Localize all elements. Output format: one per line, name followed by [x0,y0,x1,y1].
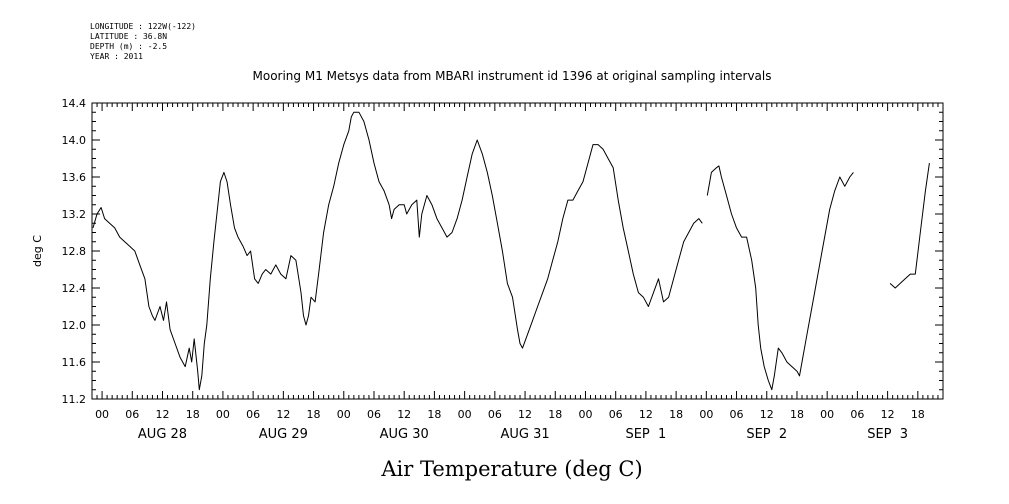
x-axis-title: Air Temperature (deg C) [380,457,642,481]
y-axis-label: deg C [31,235,44,267]
y-tick-label: 13.2 [62,208,87,221]
x-tick-label: 00 [216,408,230,421]
x-day-label: SEP 3 [867,427,908,442]
x-tick-label: 12 [155,408,169,421]
meta-line-year: YEAR : 2011 [90,52,143,61]
y-tick-label: 11.2 [62,393,87,406]
x-tick-label: 18 [186,408,200,421]
x-tick-label: 00 [337,408,351,421]
y-tick-label: 13.6 [62,171,87,184]
x-day-label: AUG 30 [380,427,429,442]
y-tick-label: 12.0 [62,319,87,332]
x-tick-label: 06 [609,408,623,421]
x-tick-label: 12 [760,408,774,421]
x-tick-label: 18 [911,408,925,421]
x-day-label: AUG 31 [500,427,549,442]
x-tick-label: 00 [578,408,592,421]
x-day-label: AUG 29 [259,427,308,442]
x-tick-label: 12 [276,408,290,421]
x-tick-label: 18 [790,408,804,421]
meta-line-longitude: LONGITUDE : 122W(-122) [90,22,196,31]
y-tick-label: 14.4 [62,97,87,110]
metadata-block: LONGITUDE : 122W(-122) LATITUDE : 36.8N … [90,22,196,61]
x-day-label: AUG 28 [138,427,187,442]
x-tick-label: 06 [730,408,744,421]
x-tick-label: 06 [125,408,139,421]
x-tick-label: 06 [850,408,864,421]
x-tick-label: 12 [881,408,895,421]
x-tick-label: 12 [397,408,411,421]
series-line-segment [92,111,703,391]
y-tick-label: 11.6 [62,356,87,369]
x-tick-label: 18 [669,408,683,421]
x-tick-label: 12 [518,408,532,421]
plot-frame [91,102,944,400]
x-day-label: SEP 2 [746,427,787,442]
series-air-temperature [92,111,930,391]
x-tick-label: 06 [488,408,502,421]
x-tick-label: 18 [548,408,562,421]
meta-line-latitude: LATITUDE : 36.8N [90,32,167,41]
x-tick-label: 00 [699,408,713,421]
y-tick-label: 14.0 [62,134,87,147]
x-tick-label: 18 [307,408,321,421]
x-axis: 00 06 12 18 00 06 12 18 00 06 12 18 00 06 12 18 00 06 12 18… [91,103,944,442]
x-tick-label: 12 [639,408,653,421]
x-tick-label: 18 [427,408,441,421]
x-tick-label: 06 [367,408,381,421]
y-tick-label: 12.4 [62,282,87,295]
meta-line-depth: DEPTH (m) : -2.5 [90,42,167,51]
chart-title: Mooring M1 Metsys data from MBARI instru… [253,69,772,83]
x-tick-label: 00 [458,408,472,421]
series-line-segment [706,165,854,391]
x-tick-label: 06 [246,408,260,421]
x-tick-label: 00 [820,408,834,421]
y-tick-label: 12.8 [62,245,87,258]
y-axis: 11.2 11.6 12.0 12.4 12.8 13.2 13.6 14.0 14.4 [62,97,943,406]
x-tick-label: 00 [95,408,109,421]
series-line-segment [889,163,930,289]
x-day-label: SEP 1 [625,427,666,442]
